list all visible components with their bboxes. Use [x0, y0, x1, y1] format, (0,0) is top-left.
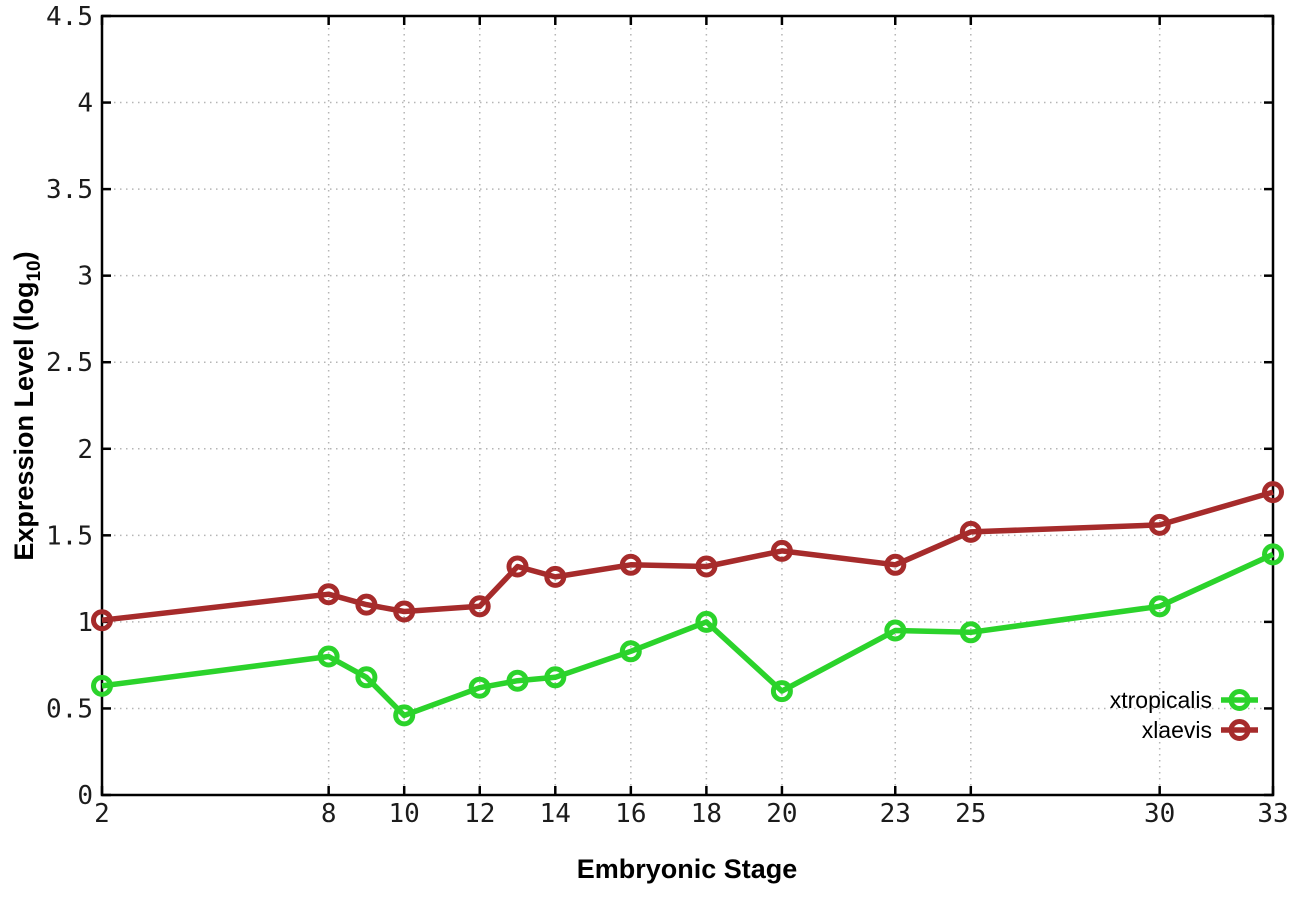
y-tick-label: 4.5: [46, 2, 93, 32]
data-point-marker: [619, 640, 642, 663]
data-series: [91, 481, 1284, 727]
data-point-marker: [468, 595, 491, 618]
data-point-marker: [1148, 595, 1171, 618]
data-point-marker: [770, 680, 793, 703]
x-axis-title: Embryonic Stage: [577, 854, 798, 884]
legend-label-xtropicalis: xtropicalis: [1110, 687, 1212, 713]
data-point-marker: [506, 669, 529, 692]
data-point-marker: [1262, 543, 1284, 566]
y-tick-label: 2: [77, 435, 93, 465]
grid-lines: [102, 16, 1273, 795]
x-tick-label: 20: [766, 799, 797, 829]
data-point-marker: [544, 666, 567, 689]
data-point-marker: [544, 565, 567, 588]
x-tick-label: 25: [955, 799, 986, 829]
legend: xtropicalis xlaevis: [1110, 687, 1258, 743]
data-point-marker: [393, 704, 416, 727]
y-tick-label: 0: [77, 781, 93, 811]
data-point-marker: [619, 553, 642, 576]
data-point-marker: [884, 553, 907, 576]
y-tick-label: 3.5: [46, 175, 93, 205]
y-tick-label: 3: [77, 262, 93, 292]
data-point-marker: [91, 674, 113, 697]
series-xlaevis: [91, 481, 1284, 632]
legend-marker: [1228, 689, 1251, 711]
legend-marker: [1228, 719, 1251, 741]
axis-tick-labels: 2 8 10 12 14 16 18 20 23 25 30 33 0 0.5 1 1.5 2 2.5 3 3.5 4 4…: [46, 2, 1289, 829]
data-point-marker: [317, 645, 340, 668]
x-tick-label: 8: [321, 799, 337, 829]
series-line-xtropicalis: [101, 551, 1275, 719]
legend-item-xtropicalis: xtropicalis: [1110, 687, 1258, 713]
data-point-marker: [959, 621, 982, 644]
series-line-xlaevis: [101, 489, 1274, 623]
x-tick-label: 10: [389, 799, 420, 829]
data-point-marker: [1262, 481, 1284, 504]
x-tick-label: 30: [1144, 799, 1175, 829]
data-point-marker: [959, 520, 982, 543]
y-tick-label: 1.5: [46, 521, 93, 551]
data-point-marker: [695, 610, 718, 633]
x-tick-label: 18: [691, 799, 722, 829]
data-point-marker: [884, 619, 907, 642]
x-tick-label: 33: [1257, 799, 1288, 829]
data-point-marker: [770, 539, 793, 562]
plot-border-rect: [100, 14, 1275, 797]
axis-tick-marks: [100, 14, 1275, 797]
data-point-marker: [355, 666, 378, 689]
data-point-marker: [468, 676, 491, 699]
data-point-marker: [317, 583, 340, 606]
data-point-marker: [393, 600, 416, 623]
y-tick-label: 1: [77, 608, 93, 638]
data-point-marker: [355, 593, 378, 616]
x-tick-label: 12: [464, 799, 495, 829]
y-axis-title: Expression Level (log10): [9, 251, 45, 560]
y-tick-label: 0.5: [46, 694, 93, 724]
legend-item-xlaevis: xlaevis: [1142, 717, 1258, 743]
data-point-marker: [1148, 513, 1171, 536]
series-xtropicalis: [91, 543, 1284, 727]
x-tick-label: 2: [94, 799, 110, 829]
data-point-marker: [91, 609, 113, 632]
plot-border: [100, 14, 1275, 797]
x-tick-label: 23: [880, 799, 911, 829]
legend-label-xlaevis: xlaevis: [1142, 717, 1212, 743]
y-tick-label: 4: [77, 89, 93, 119]
data-point-marker: [506, 555, 529, 578]
data-point-marker: [695, 555, 718, 578]
y-tick-label: 2.5: [46, 348, 93, 378]
x-tick-label: 14: [540, 799, 571, 829]
x-tick-label: 16: [615, 799, 646, 829]
